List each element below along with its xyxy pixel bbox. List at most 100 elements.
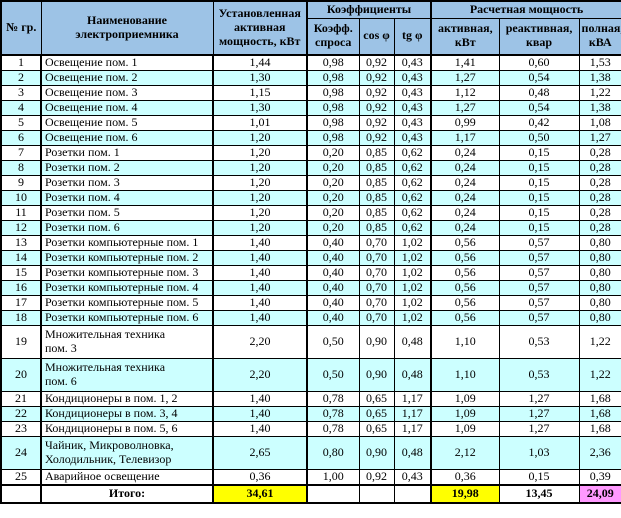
cell-num[interactable]: 24 [0, 435, 42, 470]
cell-cos-phi[interactable]: 0,70 [358, 264, 395, 281]
cell-cos-phi[interactable]: 0,85 [358, 219, 395, 236]
cell-active[interactable]: 0,24 [430, 159, 500, 176]
cell-tg-phi[interactable]: 0,62 [393, 144, 433, 161]
cell-full[interactable]: 0,28 [578, 144, 621, 161]
cell-num[interactable]: 13 [0, 234, 42, 251]
cell-demand-coeff[interactable]: 1,00 [306, 468, 360, 486]
cell-cos-phi[interactable]: 0,70 [358, 309, 395, 326]
cell-full[interactable]: 1,38 [578, 69, 621, 86]
cell-active[interactable]: 1,09 [430, 405, 500, 422]
cell-num[interactable]: 16 [0, 279, 42, 296]
cell-cos-phi[interactable]: 0,70 [358, 294, 395, 311]
cell-cos-phi[interactable]: 0,92 [358, 69, 395, 86]
header-demand-coeff[interactable]: Коэфф. спроса [306, 17, 360, 56]
cell-full[interactable]: 0,80 [578, 264, 621, 281]
cell-full[interactable]: 1,53 [578, 54, 621, 71]
cell-reactive[interactable]: 0,15 [498, 189, 580, 206]
cell-tg-phi[interactable]: 0,62 [393, 204, 433, 221]
cell-demand-coeff[interactable]: 0,78 [306, 390, 360, 407]
cell-installed[interactable]: 2,65 [212, 435, 308, 470]
cell-num[interactable]: 8 [0, 159, 42, 176]
cell-reactive[interactable]: 0,15 [498, 144, 580, 161]
cell-cos-phi[interactable]: 0,90 [358, 435, 395, 470]
cell-num[interactable]: 1 [0, 54, 42, 71]
cell-cos-phi[interactable]: 0,90 [358, 357, 395, 392]
cell-active[interactable]: 1,27 [430, 69, 500, 86]
cell-name[interactable]: Множительная техника пом. 6 [40, 357, 214, 392]
cell-reactive[interactable]: 0,15 [498, 174, 580, 191]
cell-installed[interactable]: 1,40 [212, 309, 308, 326]
cell-tg-phi[interactable]: 0,48 [393, 435, 433, 470]
cell-full[interactable]: 1,68 [578, 390, 621, 407]
cell-num[interactable]: 2 [0, 69, 42, 86]
header-no[interactable]: № гр. [0, 0, 42, 56]
cell-num[interactable]: 10 [0, 189, 42, 206]
cell-tg-phi[interactable]: 1,02 [393, 294, 433, 311]
cell-cos-phi[interactable]: 0,70 [358, 279, 395, 296]
cell-reactive[interactable]: 0,57 [498, 309, 580, 326]
cell-active[interactable]: 1,09 [430, 420, 500, 437]
cell-cos-phi[interactable]: 0,92 [358, 99, 395, 116]
cell-reactive[interactable]: 0,57 [498, 249, 580, 266]
cell-demand-coeff[interactable]: 0,98 [306, 129, 360, 146]
cell-name[interactable]: Кондиционеры в пом. 5, 6 [40, 420, 214, 437]
cell-name[interactable]: Чайник, Микроволновка, Холодильник, Теле… [40, 435, 214, 470]
cell-cos-phi[interactable]: 0,65 [358, 405, 395, 422]
cell-full[interactable]: 0,80 [578, 249, 621, 266]
cell-num[interactable]: 11 [0, 204, 42, 221]
cell-installed[interactable]: 1,44 [212, 54, 308, 71]
cell-demand-coeff[interactable]: 0,40 [306, 294, 360, 311]
cell-reactive[interactable]: 0,57 [498, 264, 580, 281]
cell-full[interactable]: 0,80 [578, 234, 621, 251]
cell-num[interactable]: 4 [0, 99, 42, 116]
cell-reactive[interactable]: 0,42 [498, 114, 580, 131]
cell-reactive[interactable]: 0,15 [498, 219, 580, 236]
cell-num[interactable]: 25 [0, 468, 42, 486]
cell-tg-phi[interactable]: 0,43 [393, 99, 433, 116]
cell-installed[interactable]: 1,30 [212, 99, 308, 116]
cell-installed[interactable]: 1,20 [212, 159, 308, 176]
cell-demand-coeff[interactable]: 0,40 [306, 249, 360, 266]
cell-installed[interactable]: 1,20 [212, 129, 308, 146]
cell-cos-phi[interactable]: 0,92 [358, 54, 395, 71]
cell-name[interactable]: Аварийное освещение [40, 468, 214, 486]
totals-empty-no[interactable] [0, 484, 42, 504]
cell-full[interactable]: 0,80 [578, 279, 621, 296]
cell-full[interactable]: 1,22 [578, 324, 621, 359]
cell-num[interactable]: 19 [0, 324, 42, 359]
header-tg-phi[interactable]: tg φ [393, 17, 433, 56]
cell-demand-coeff[interactable]: 0,50 [306, 357, 360, 392]
cell-demand-coeff[interactable]: 0,20 [306, 144, 360, 161]
cell-demand-coeff[interactable]: 0,50 [306, 324, 360, 359]
cell-name[interactable]: Освещение пом. 2 [40, 69, 214, 86]
totals-reactive[interactable]: 13,45 [498, 484, 580, 504]
cell-tg-phi[interactable]: 0,43 [393, 54, 433, 71]
cell-name[interactable]: Розетки пом. 5 [40, 204, 214, 221]
cell-reactive[interactable]: 0,57 [498, 294, 580, 311]
cell-num[interactable]: 23 [0, 420, 42, 437]
cell-full[interactable]: 0,28 [578, 189, 621, 206]
cell-cos-phi[interactable]: 0,85 [358, 189, 395, 206]
cell-name[interactable]: Освещение пом. 1 [40, 54, 214, 71]
cell-tg-phi[interactable]: 1,17 [393, 390, 433, 407]
cell-tg-phi[interactable]: 1,02 [393, 264, 433, 281]
cell-active[interactable]: 2,12 [430, 435, 500, 470]
cell-installed[interactable]: 2,20 [212, 357, 308, 392]
cell-name[interactable]: Розетки компьютерные пом. 5 [40, 294, 214, 311]
cell-cos-phi[interactable]: 0,65 [358, 390, 395, 407]
cell-installed[interactable]: 0,36 [212, 468, 308, 486]
header-coefficients-group[interactable]: Коэффициенты [306, 0, 433, 19]
cell-cos-phi[interactable]: 0,85 [358, 159, 395, 176]
cell-num[interactable]: 17 [0, 294, 42, 311]
cell-installed[interactable]: 1,15 [212, 84, 308, 101]
cell-name[interactable]: Множительная техника пом. 3 [40, 324, 214, 359]
cell-num[interactable]: 20 [0, 357, 42, 392]
cell-demand-coeff[interactable]: 0,20 [306, 204, 360, 221]
cell-tg-phi[interactable]: 1,17 [393, 420, 433, 437]
cell-num[interactable]: 15 [0, 264, 42, 281]
cell-reactive[interactable]: 1,27 [498, 405, 580, 422]
cell-installed[interactable]: 1,20 [212, 219, 308, 236]
cell-demand-coeff[interactable]: 0,40 [306, 309, 360, 326]
cell-num[interactable]: 14 [0, 249, 42, 266]
cell-name[interactable]: Освещение пом. 3 [40, 84, 214, 101]
